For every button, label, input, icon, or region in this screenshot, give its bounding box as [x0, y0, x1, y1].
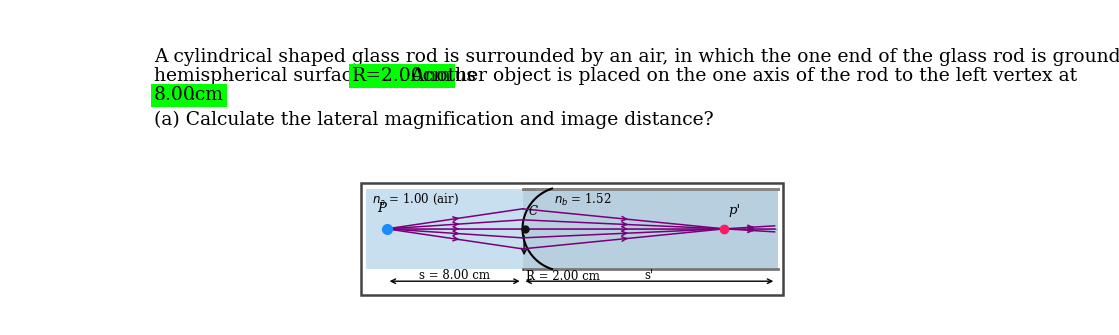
Bar: [523, 189, 778, 269]
Text: (a) Calculate the lateral magnification and image distance?: (a) Calculate the lateral magnification …: [153, 111, 714, 129]
Text: C: C: [529, 205, 538, 218]
Text: s': s': [645, 269, 653, 282]
Text: $n_b$ = 1.52: $n_b$ = 1.52: [554, 192, 611, 208]
Text: P: P: [377, 202, 386, 215]
Text: p': p': [728, 204, 741, 216]
Text: hemispherical surface with radius: hemispherical surface with radius: [153, 67, 482, 85]
Text: . Another object is placed on the one axis of the rod to the left vertex at: . Another object is placed on the one ax…: [398, 67, 1076, 85]
Text: R = 2.00 cm: R = 2.00 cm: [526, 270, 600, 283]
Bar: [366, 189, 523, 269]
Text: R=2.00cm: R=2.00cm: [352, 67, 452, 85]
Text: s = 8.00 cm: s = 8.00 cm: [420, 269, 490, 282]
Text: $n_a$ = 1.00 (air): $n_a$ = 1.00 (air): [373, 192, 459, 207]
Bar: [360, 184, 783, 295]
Text: .: .: [189, 86, 195, 105]
Text: 8.00cm: 8.00cm: [153, 86, 224, 105]
Text: A cylindrical shaped glass rod is surrounded by an air, in which the one end of : A cylindrical shaped glass rod is surrou…: [153, 48, 1119, 66]
